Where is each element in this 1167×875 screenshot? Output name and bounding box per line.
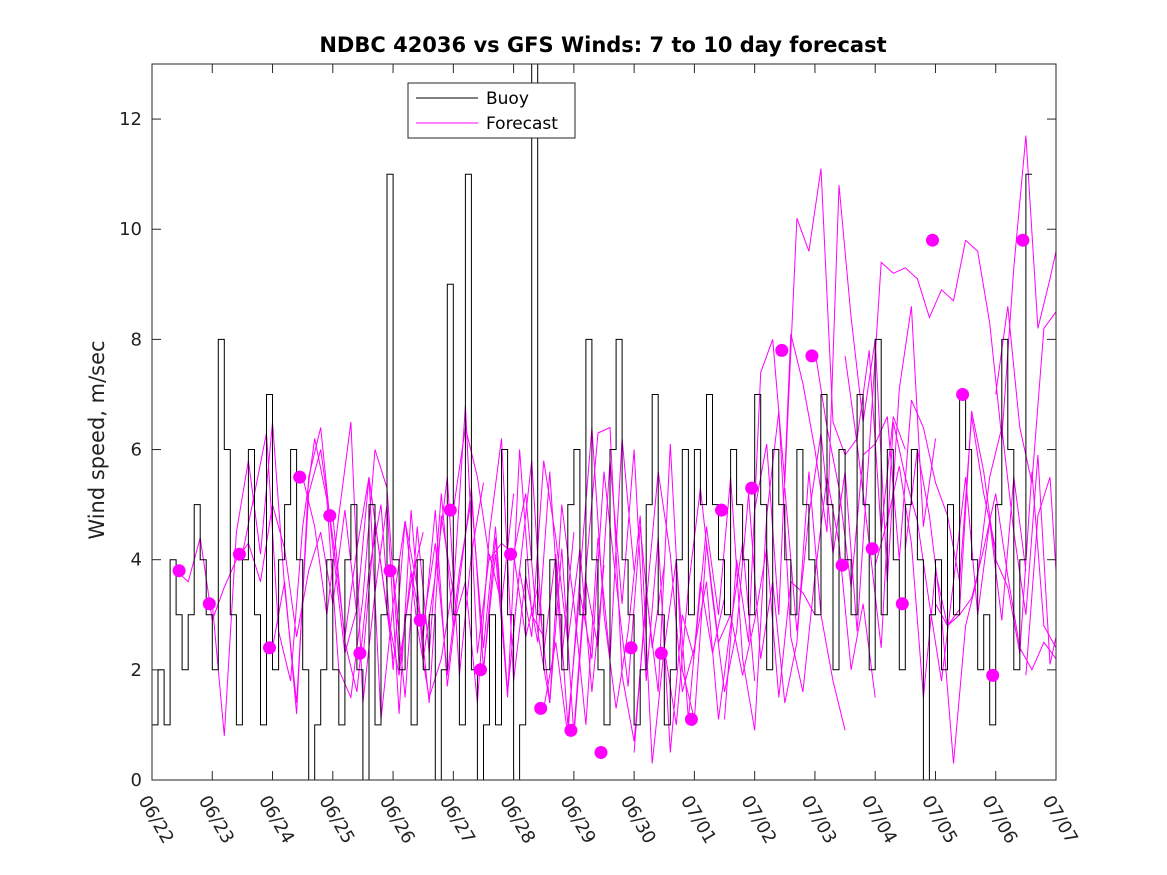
buoy-line (152, 63, 1032, 781)
buoy-series-group (152, 63, 1032, 781)
forecast-point (413, 613, 427, 627)
y-tick-label: 10 (119, 219, 142, 240)
chart-title: NDBC 42036 vs GFS Winds: 7 to 10 day for… (319, 33, 886, 57)
legend-label-buoy: Buoy (486, 89, 529, 109)
forecast-line-15 (633, 443, 816, 753)
forecast-line-28 (1025, 476, 1057, 676)
forecast-point (775, 343, 789, 357)
forecast-points-group (172, 233, 1030, 759)
y-axis: 0 2 4 6 8 10 12 (119, 109, 1056, 791)
forecast-point (474, 663, 487, 677)
forecast-point (745, 481, 759, 495)
forecast-point (715, 503, 728, 517)
y-axis-label: Wind speed, m/sec (85, 340, 109, 539)
forecast-point (654, 646, 668, 660)
forecast-point (895, 597, 909, 611)
y-tick-label: 8 (131, 329, 142, 350)
y-tick-label: 12 (119, 109, 142, 130)
plot-frame (151, 63, 1057, 781)
forecast-point (353, 646, 367, 660)
forecast-point (293, 470, 307, 484)
y-tick-label: 6 (131, 440, 142, 461)
forecast-line-24 (904, 427, 1057, 764)
forecast-line-14 (573, 426, 756, 742)
forecast-point (684, 712, 698, 726)
forecast-point (956, 388, 970, 401)
legend: Buoy Forecast (407, 82, 576, 139)
legend-label-forecast: Forecast (486, 114, 558, 134)
legend-box (407, 82, 576, 139)
forecast-point (172, 564, 186, 578)
y-tick-label: 2 (131, 660, 142, 681)
forecast-point (594, 746, 608, 759)
forecast-point (232, 547, 246, 561)
forecast-line-26 (965, 135, 1057, 439)
forecast-point (323, 509, 337, 523)
forecast-point (263, 641, 276, 655)
forecast-point (534, 701, 548, 715)
forecast-point (202, 597, 216, 611)
forecast-point (926, 233, 939, 247)
y-tick-label: 4 (131, 550, 142, 571)
forecast-point (805, 349, 819, 363)
forecast-line-25 (935, 493, 1057, 671)
forecast-point (835, 558, 849, 572)
forecast-point (383, 564, 397, 578)
forecast-point (443, 503, 457, 517)
y-tick-label: 0 (131, 770, 142, 791)
forecast-point (865, 542, 879, 556)
forecast-point (564, 723, 578, 737)
forecast-line-7 (362, 449, 545, 698)
forecast-line-19 (754, 185, 936, 615)
forecast-point (1016, 233, 1030, 247)
forecast-point (986, 668, 1000, 682)
forecast-point (624, 641, 638, 655)
forecast-point (504, 547, 518, 561)
